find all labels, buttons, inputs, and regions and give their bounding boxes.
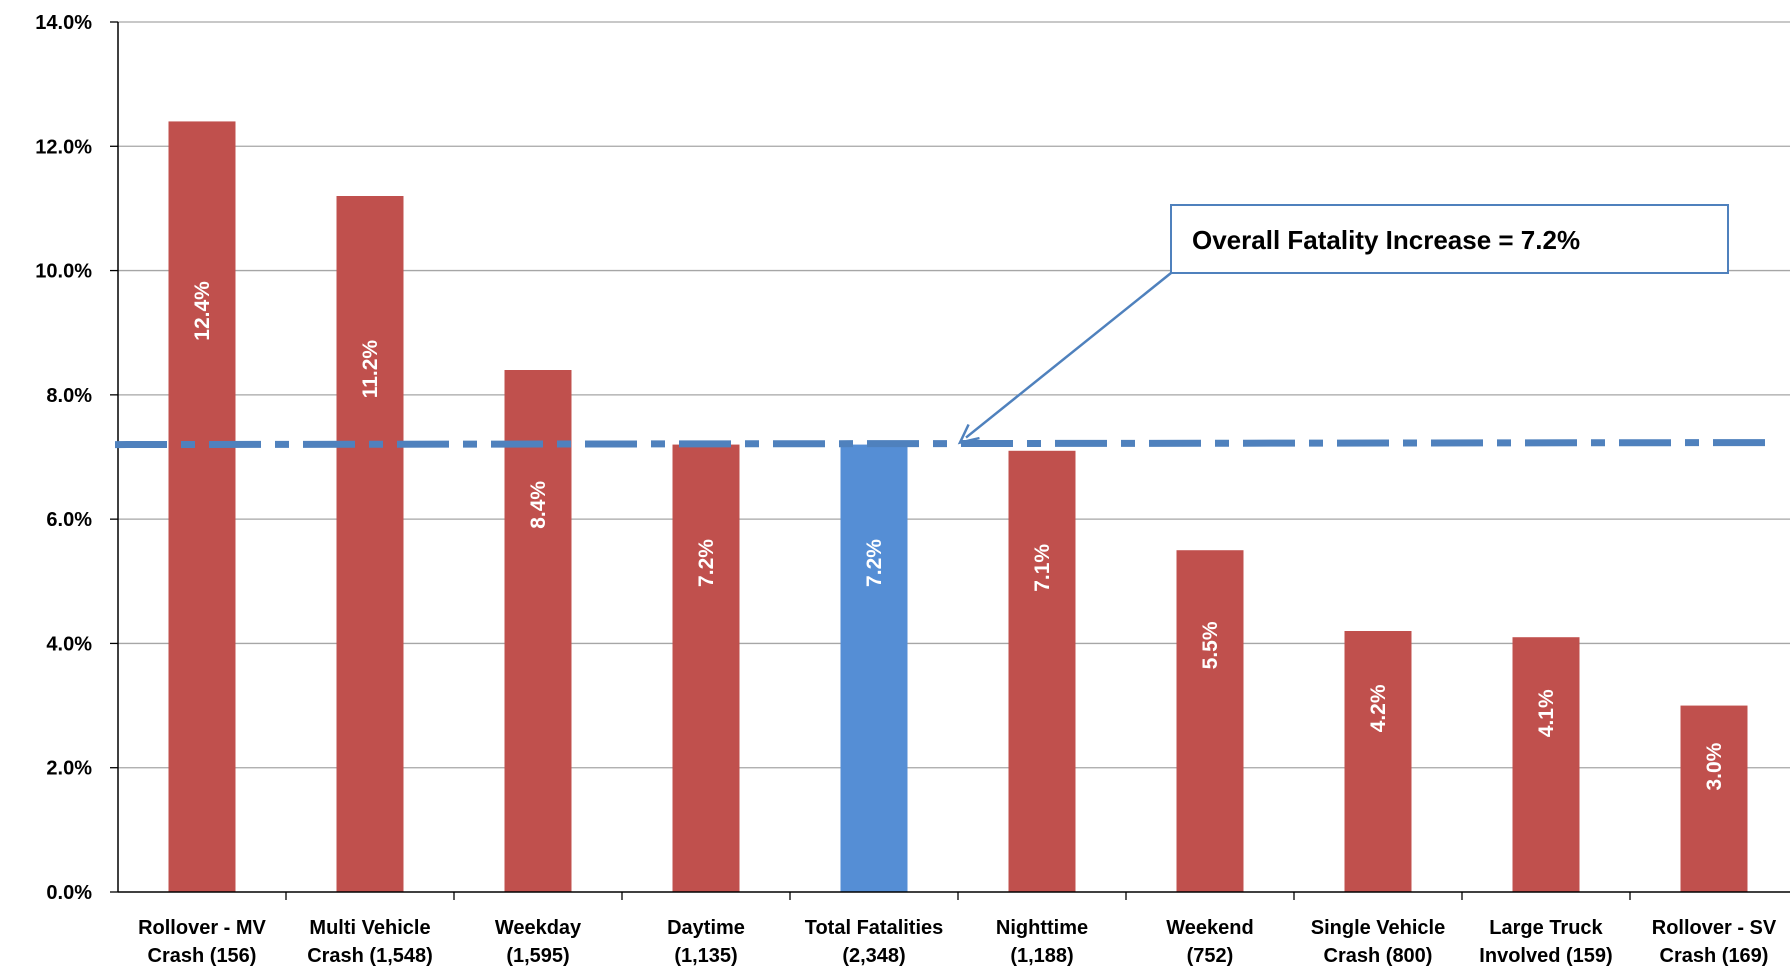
- callout-annotation: Overall Fatality Increase = 7.2%: [957, 204, 1729, 445]
- bar: [672, 444, 740, 892]
- y-tick-label: 6.0%: [46, 509, 92, 531]
- bar-data-labels: 12.4% 11.2% 8.4% 7.2% 7.2% 7.1% 5.5% 4.2% 4.1% 3.…: [191, 281, 1726, 791]
- axes: [117, 22, 1790, 900]
- x-tick-label: Weekday: [495, 917, 582, 939]
- x-tick-label: Total Fatalities: [805, 917, 944, 939]
- bar: [336, 196, 404, 892]
- bar: [1008, 450, 1076, 892]
- x-tick-label: Daytime: [667, 917, 745, 939]
- callout-arrow: [965, 272, 1172, 439]
- bars: [168, 121, 1748, 892]
- x-tick-label: Multi Vehicle: [309, 917, 430, 939]
- reference-line: [114, 439, 1771, 449]
- y-axis-tick-labels: 0.0% 2.0% 4.0% 6.0% 8.0% 10.0% 12.0% 14.0%: [35, 12, 92, 904]
- reference-line-group: [114, 439, 1771, 449]
- x-tick-label: Weekend: [1166, 917, 1253, 939]
- callout-arrowhead: [957, 423, 980, 445]
- x-tick-label-line2: (2,348): [842, 945, 905, 967]
- bar: [840, 444, 908, 892]
- callout-text: Overall Fatality Increase = 7.2%: [1192, 225, 1580, 255]
- bar-data-label: 4.1%: [1535, 689, 1558, 737]
- bar: [1512, 637, 1580, 892]
- y-tick-label: 12.0%: [35, 136, 92, 158]
- bar: [1176, 550, 1244, 892]
- x-tick-label: Single Vehicle: [1311, 917, 1446, 939]
- bar-data-label: 7.1%: [1031, 544, 1054, 592]
- x-tick-label: Large Truck: [1489, 917, 1603, 939]
- bar: [504, 370, 572, 892]
- y-tick-label: 4.0%: [46, 633, 92, 655]
- x-tick-label: Nighttime: [996, 917, 1088, 939]
- bar-data-label: 8.4%: [527, 481, 550, 529]
- x-tick-label-line2: Crash (1,548): [307, 945, 433, 967]
- y-tick-label: 8.0%: [46, 385, 92, 407]
- x-tick-label: Rollover - MV: [138, 917, 266, 939]
- x-tick-label-line2: Crash (156): [148, 945, 257, 967]
- x-tick-label-line2: Crash (800): [1324, 945, 1433, 967]
- bar-data-label: 3.0%: [1703, 742, 1726, 790]
- x-tick-label-line2: (1,188): [1010, 945, 1073, 967]
- bar-data-label: 12.4%: [191, 281, 214, 341]
- bar-data-label: 7.2%: [863, 539, 886, 587]
- y-tick-label: 2.0%: [46, 758, 92, 780]
- x-axis-category-labels: Rollover - MV Crash (156) Multi Vehicle Cra…: [138, 917, 1777, 967]
- y-tick-label: 14.0%: [35, 12, 92, 34]
- x-tick-label: Rollover - SV: [1652, 917, 1777, 939]
- x-tick-label-line2: (1,595): [506, 945, 569, 967]
- bar-data-label: 11.2%: [359, 340, 382, 399]
- x-tick-label-line2: (1,135): [674, 945, 737, 967]
- y-tick-label: 0.0%: [46, 882, 92, 904]
- bar: [1344, 631, 1412, 892]
- bar: [168, 121, 236, 892]
- x-tick-label-line2: Crash (169): [1660, 945, 1769, 967]
- bar: [1680, 705, 1748, 892]
- y-tick-label: 10.0%: [35, 261, 92, 283]
- x-tick-label-line2: Involved (159): [1479, 945, 1612, 967]
- callout-box: [1170, 204, 1729, 274]
- bar-data-label: 4.2%: [1367, 684, 1390, 732]
- x-tick-label-line2: (752): [1187, 945, 1234, 967]
- bar-data-label: 7.2%: [695, 539, 718, 587]
- bar-data-label: 5.5%: [1199, 621, 1222, 669]
